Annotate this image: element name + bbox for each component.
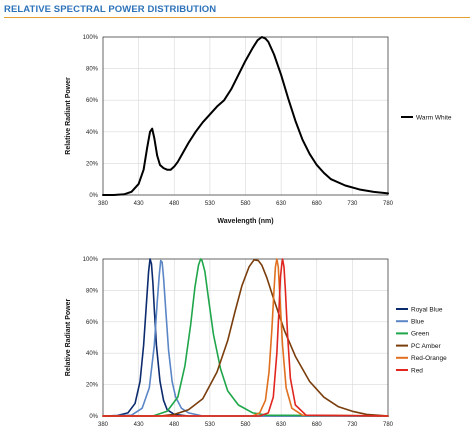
legend: Royal Blue Blue Green PC Amber Red-Orange Red	[396, 306, 447, 374]
x-tick-label: 530	[205, 422, 216, 428]
y-axis-label: Relative Radiant Power	[65, 299, 72, 377]
legend-label: Red	[411, 367, 423, 374]
x-tick-label: 780	[383, 201, 394, 207]
heading-divider	[4, 17, 470, 18]
section-heading: RELATIVE SPECTRAL POWER DISTRIBUTION	[4, 4, 217, 15]
x-tick-label: 780	[383, 422, 394, 428]
series-line-pc-amber	[102, 258, 389, 417]
x-tick-label: 480	[169, 422, 180, 428]
series-line-red	[102, 258, 389, 417]
plot-frame	[102, 36, 389, 196]
y-tick-label: 0%	[89, 414, 98, 420]
x-tick-label: 630	[276, 422, 287, 428]
x-tick-label: 630	[276, 201, 287, 207]
legend-label: Red-Orange	[411, 355, 447, 362]
x-axis-label: Wavelength (nm)	[217, 218, 273, 225]
chart-1: 380 430 480 530 580 630 680 730 780 0% 20% 40% 60% 80…	[65, 35, 452, 225]
series-line-blue	[102, 259, 389, 417]
x-tick-label: 680	[312, 422, 323, 428]
x-tick-label: 380	[98, 422, 109, 428]
y-tick-label: 80%	[86, 288, 99, 294]
series-line-warm-white	[102, 36, 389, 196]
y-tick-label: 60%	[86, 320, 99, 326]
x-tick-label: 380	[98, 201, 109, 207]
legend-label: Royal Blue	[411, 306, 443, 313]
y-tick-label: 100%	[83, 257, 99, 263]
legend: Warm White	[401, 114, 452, 121]
x-tick-label: 530	[205, 201, 216, 207]
x-tick-label: 430	[134, 422, 145, 428]
series-line-royal-blue	[102, 258, 389, 417]
y-tick-label: 40%	[86, 130, 99, 136]
y-tick-label: 100%	[83, 35, 99, 41]
y-tick-label: 40%	[86, 351, 99, 357]
legend-label: Green	[411, 331, 429, 338]
x-tick-label: 430	[134, 201, 145, 207]
y-tick-label: 20%	[86, 383, 99, 389]
legend-label: PC Amber	[411, 343, 441, 350]
x-tick-label: 580	[240, 201, 251, 207]
x-tick-label: 730	[347, 201, 358, 207]
x-tick-label: 580	[240, 422, 251, 428]
y-tick-label: 80%	[86, 67, 99, 73]
y-axis-label: Relative Radiant Power	[65, 77, 72, 155]
y-tick-label: 0%	[89, 193, 98, 199]
series-line-red-orange	[102, 258, 389, 417]
legend-label: Warm White	[416, 114, 452, 121]
x-tick-label: 730	[347, 422, 358, 428]
series-line-green	[102, 258, 389, 417]
legend-label: Blue	[411, 319, 424, 326]
chart-2: 380 430 480 530 580 630 680 730 780 0% 20% 40% 60% 80…	[65, 257, 447, 428]
y-tick-label: 60%	[86, 98, 99, 104]
x-tick-label: 680	[312, 201, 323, 207]
x-tick-label: 480	[169, 201, 180, 207]
y-tick-label: 20%	[86, 161, 99, 167]
